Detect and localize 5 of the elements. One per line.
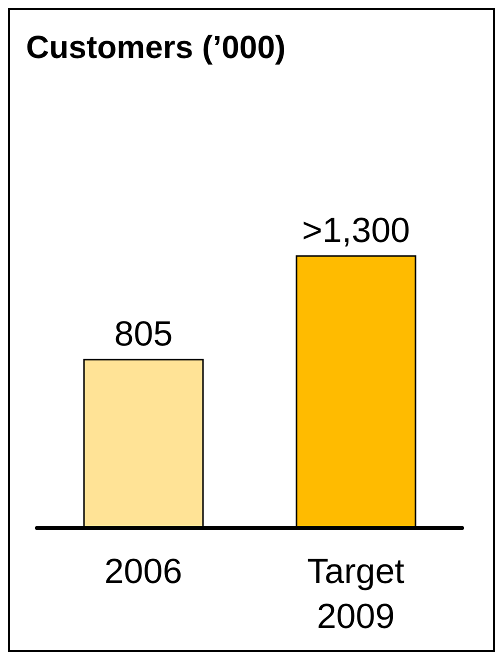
x-tick-label: Target 2009 bbox=[307, 552, 405, 636]
chart-title: Customers (’000) bbox=[26, 29, 286, 65]
data-label: 805 bbox=[114, 314, 173, 354]
data-label: >1,300 bbox=[302, 211, 410, 250]
x-tick-label: 2006 bbox=[104, 552, 182, 591]
